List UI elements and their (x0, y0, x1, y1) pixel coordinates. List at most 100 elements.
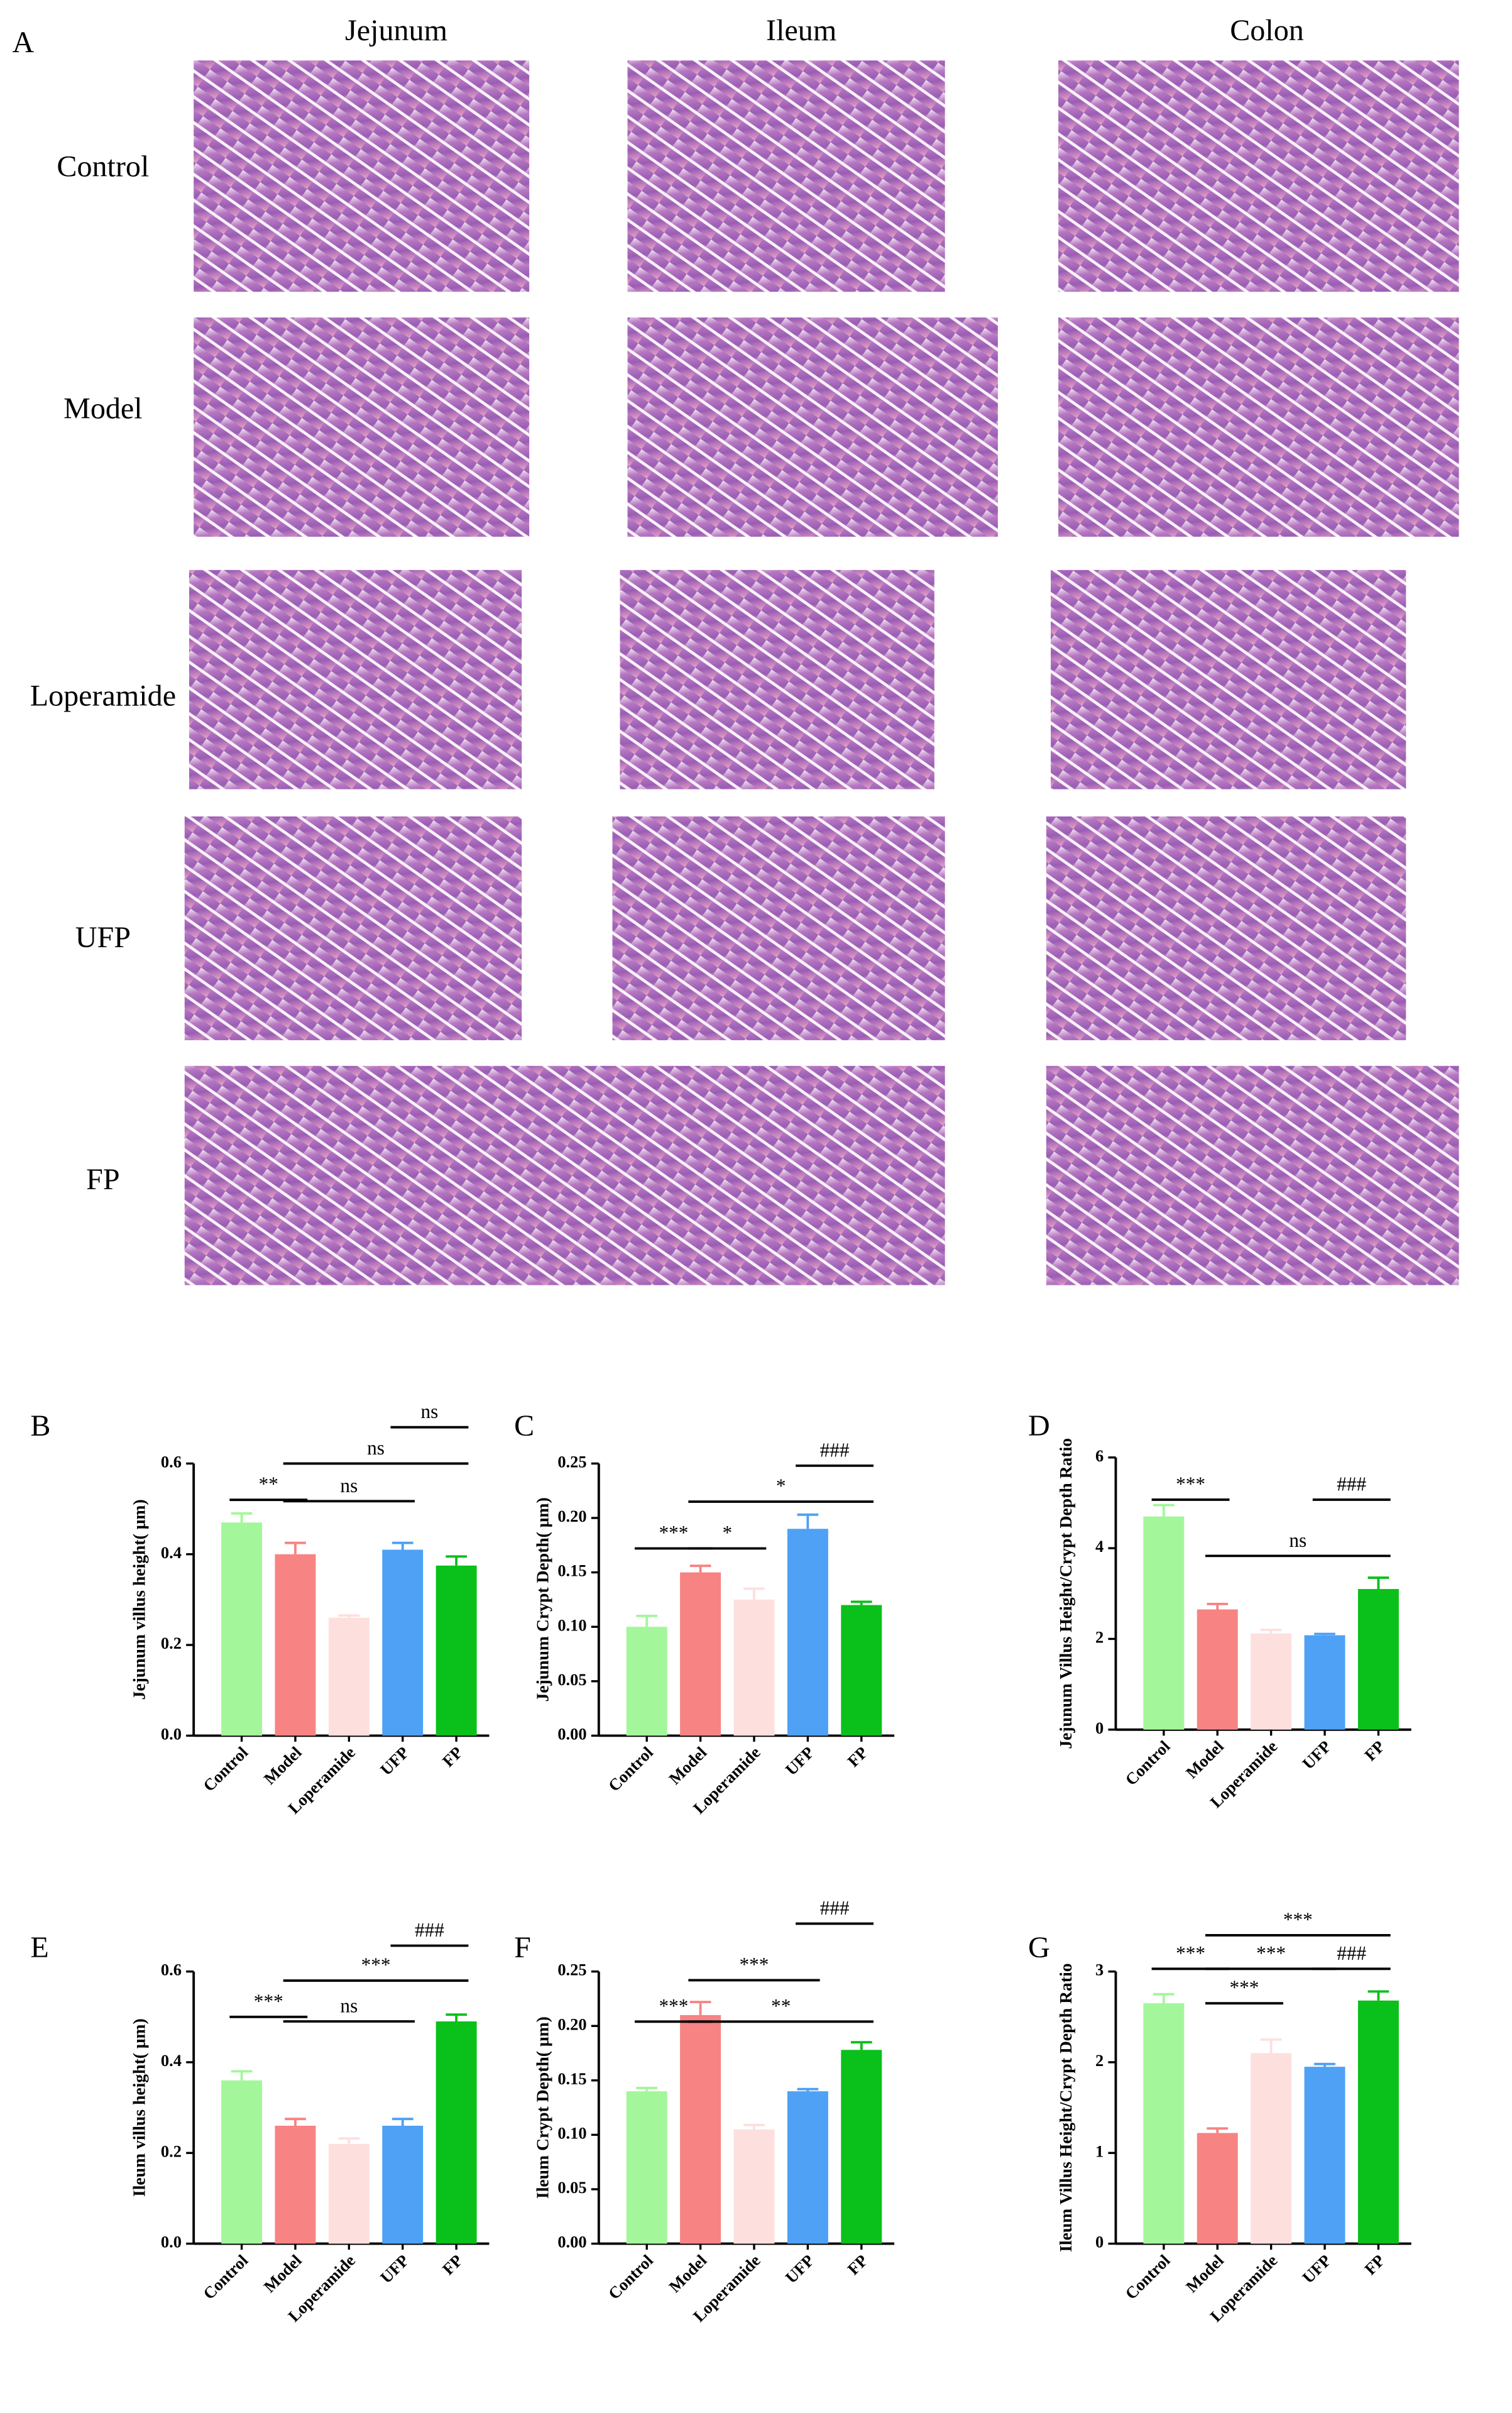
histology-image (620, 569, 934, 789)
error-bar (743, 1587, 765, 1600)
significance-label: *** (659, 1995, 688, 2017)
x-tick-label: Model (260, 1743, 305, 1788)
x-tick-label: Control (199, 1743, 251, 1795)
y-axis-label: Jejunum villus height( μm) (129, 1499, 148, 1700)
error-bar (1314, 2062, 1335, 2067)
error-bar (636, 2087, 658, 2092)
error-bar (1260, 1629, 1282, 1634)
significance-label: *** (659, 1522, 688, 1544)
x-tick-label: FP (843, 2251, 871, 2278)
x-tick-label: UFP (376, 2251, 413, 2287)
y-axis-label: Jejunum Crypt Depth( μm) (533, 1497, 552, 1701)
y-tick-label: 0.25 (557, 1960, 586, 1979)
histology-image (1046, 816, 1406, 1040)
error-bar (285, 1541, 306, 1554)
bar (680, 1572, 721, 1736)
y-tick-label: 0.2 (161, 1634, 182, 1652)
error-bar (689, 1564, 711, 1573)
error-bar (338, 2137, 360, 2144)
panel-label: D (1028, 1409, 1050, 1443)
error-bar (1207, 1602, 1229, 1610)
y-tick-label: 0.0 (161, 2233, 182, 2251)
histology-image (194, 317, 530, 537)
error-bar (1153, 1503, 1175, 1517)
significance-label: *** (1283, 1908, 1313, 1930)
x-tick-label: Model (665, 1743, 710, 1788)
histology-image (612, 1065, 945, 1285)
y-axis-label: Ileum villus height( μm) (129, 2018, 148, 2197)
y-tick-label: 0 (1095, 1718, 1104, 1737)
column-label: Jejunum (345, 14, 447, 47)
error-bar (689, 2001, 711, 2015)
histology-image (189, 569, 522, 789)
significance-label: *** (740, 1954, 769, 1976)
histology-image (1058, 317, 1459, 537)
x-tick-label: FP (843, 1743, 871, 1771)
x-tick-label: Control (1121, 2251, 1173, 2303)
error-bar (231, 2070, 253, 2080)
bar (436, 1565, 477, 1736)
significance-label: *** (1229, 1977, 1259, 1999)
bar (841, 2050, 882, 2244)
y-tick-label: 3 (1095, 1960, 1104, 1979)
significance-label: ns (1289, 1529, 1307, 1551)
x-tick-label: UFP (782, 2251, 818, 2287)
bar (733, 1599, 775, 1736)
y-axis-label: Ileum Villus Height/Crypt Depth Ratio (1056, 1963, 1075, 2251)
bar (275, 2125, 316, 2244)
y-axis-label: Jejunum Villus Height/Crypt Depth Ratio (1056, 1438, 1075, 1749)
histology-image (627, 317, 998, 537)
column-label: Colon (1230, 14, 1304, 47)
error-bar (392, 2118, 414, 2126)
x-tick-label: FP (1361, 1737, 1388, 1764)
bar (1357, 1589, 1399, 1730)
bar (733, 2129, 775, 2244)
bar (626, 1627, 667, 1736)
significance-label: ns (421, 1400, 439, 1422)
y-tick-label: 0.25 (557, 1452, 586, 1471)
x-tick-label: Model (1182, 1737, 1227, 1782)
y-tick-label: 0.00 (557, 2233, 586, 2251)
bar (328, 2143, 370, 2244)
error-bar (797, 2087, 819, 2092)
row-label: FP (86, 1163, 120, 1196)
significance-label: ns (340, 1475, 358, 1497)
bar (1143, 2003, 1185, 2244)
y-tick-label: 0.15 (557, 1561, 586, 1580)
bar (787, 2091, 828, 2244)
significance-label: *** (361, 1954, 391, 1976)
y-tick-label: 0.10 (557, 1615, 586, 1634)
x-tick-label: Control (605, 2251, 657, 2303)
y-tick-label: 0.4 (161, 1543, 182, 1562)
histology-image (1058, 60, 1459, 292)
significance-label: *** (1256, 1942, 1286, 1964)
error-bar (797, 1513, 819, 1529)
error-bar (446, 1555, 467, 1566)
row-label: Model (63, 392, 143, 425)
y-tick-label: 0.6 (161, 1452, 182, 1471)
panel-label: B (30, 1409, 50, 1443)
y-tick-label: 0.05 (557, 1670, 586, 1689)
error-bar (850, 1600, 872, 1605)
y-tick-label: 0.6 (161, 1960, 182, 1979)
significance-label: ### (415, 1919, 444, 1941)
bar (1251, 2053, 1292, 2244)
bar (275, 1554, 316, 1736)
bar (382, 2125, 424, 2244)
histology-images (184, 60, 1459, 1285)
y-tick-label: 2 (1095, 1628, 1104, 1647)
histology-image (627, 60, 945, 292)
x-tick-label: Control (605, 1743, 657, 1795)
y-tick-label: 0.05 (557, 2178, 586, 2197)
row-label: Control (57, 150, 149, 183)
significance-label: *** (1176, 1473, 1205, 1495)
y-tick-label: 0.20 (557, 2014, 586, 2033)
error-bar (1153, 1993, 1175, 2004)
bar (1304, 2067, 1345, 2244)
y-tick-label: 1 (1095, 2141, 1104, 2160)
error-bar (392, 1541, 414, 1550)
significance-label: ### (820, 1439, 850, 1461)
y-tick-label: 0.00 (557, 1724, 586, 1743)
panel-label: G (1028, 1931, 1050, 1964)
bar (382, 1549, 424, 1736)
